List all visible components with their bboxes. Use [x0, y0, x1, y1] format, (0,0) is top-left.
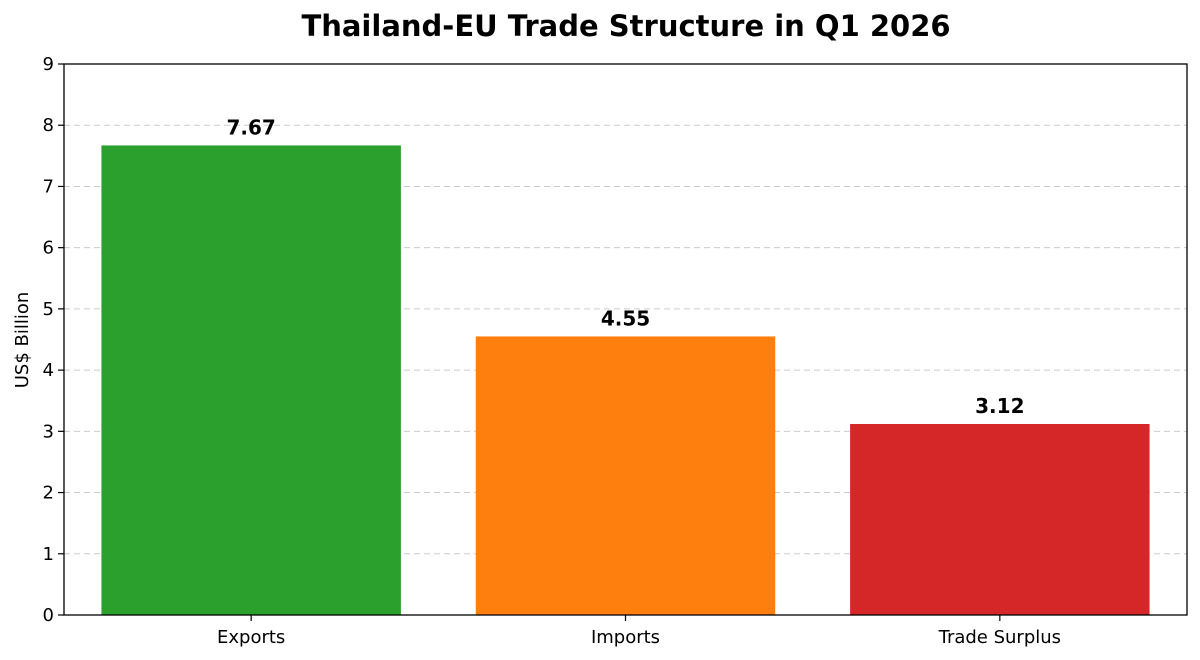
x-tick-label: Imports [591, 627, 660, 648]
bars [101, 145, 1150, 616]
data-label: 3.12 [975, 394, 1024, 418]
chart-title: Thailand-EU Trade Structure in Q1 2026 [301, 9, 950, 43]
data-label: 7.67 [226, 115, 275, 139]
data-labels: 7.67 4.55 3.12 [226, 115, 1024, 418]
bar-exports [101, 145, 401, 616]
x-tick-label: Exports [217, 627, 285, 648]
y-tick-label: 2 [43, 483, 54, 504]
y-tick-label: 8 [43, 115, 54, 136]
y-tick-label: 7 [43, 176, 54, 197]
y-tick-label: 5 [43, 299, 54, 320]
y-tick-label: 3 [43, 421, 54, 442]
x-tick-label: Trade Surplus [938, 627, 1061, 648]
y-tick-label: 4 [43, 360, 54, 381]
y-tick-label: 0 [43, 605, 54, 626]
y-tick-label: 6 [43, 238, 54, 259]
y-axis-label: US$ Billion [12, 292, 33, 389]
data-label: 4.55 [601, 306, 650, 330]
y-tick-label: 1 [43, 544, 54, 565]
bar-imports [475, 336, 776, 615]
axis-ticks: 0 1 2 3 4 5 6 7 8 9 Exports Imports Trade Surplus [43, 54, 1062, 648]
y-tick-label: 9 [43, 54, 54, 75]
bar-trade-surplus [850, 423, 1150, 615]
